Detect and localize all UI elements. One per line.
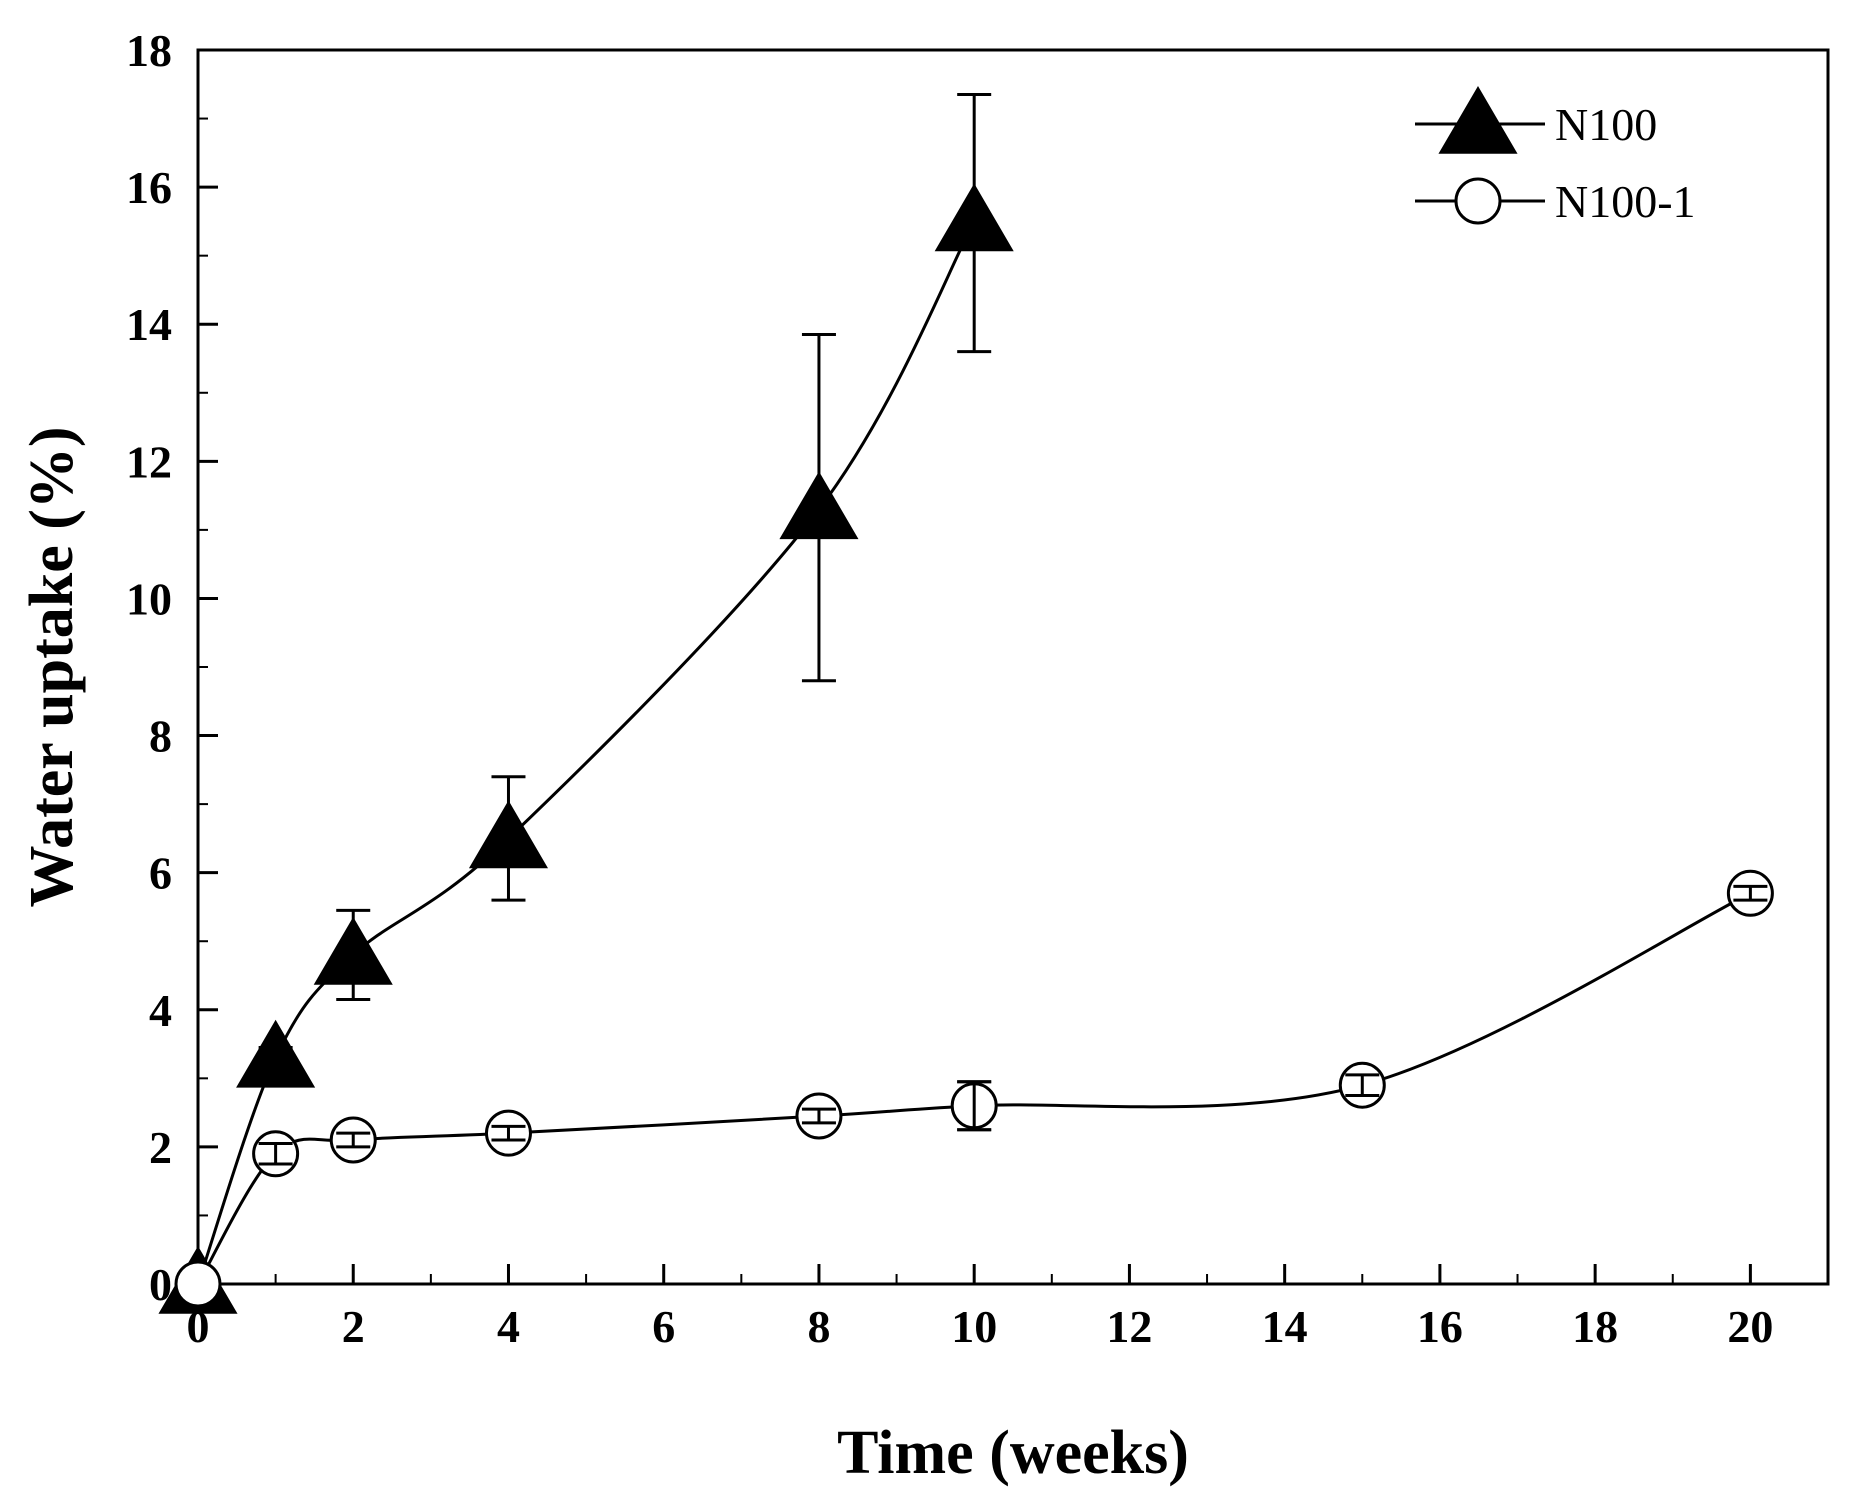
error-bars <box>258 884 1768 1166</box>
x-tick-label: 2 <box>342 1301 365 1352</box>
y-axis: 0 2 4 6 8 10 12 14 16 18 <box>126 25 218 1310</box>
legend-label: N100-1 <box>1555 176 1696 227</box>
x-tick-label: 12 <box>1106 1301 1152 1352</box>
series-line <box>196 220 976 1285</box>
x-tick-label: 16 <box>1417 1301 1463 1352</box>
legend-item: N100 <box>1415 86 1657 154</box>
data-point <box>779 471 859 540</box>
legend: N100 N100-1 <box>1415 86 1696 227</box>
y-axis-title: Water uptake (%) <box>18 426 86 907</box>
legend-label: N100 <box>1555 99 1657 150</box>
y-tick-label: 10 <box>126 573 172 624</box>
y-tick-label: 8 <box>149 711 172 762</box>
legend-marker <box>1454 177 1502 225</box>
y-tick-label: 18 <box>126 25 172 76</box>
data-point <box>174 1260 222 1308</box>
y-tick-label: 16 <box>126 162 172 213</box>
x-tick-label: 8 <box>807 1301 830 1352</box>
data-point <box>934 183 1014 252</box>
series-N100-1 <box>174 869 1774 1308</box>
x-tick-label: 4 <box>497 1301 520 1352</box>
data-point <box>236 1019 316 1088</box>
legend-item: N100-1 <box>1415 176 1696 227</box>
x-tick-label: 18 <box>1572 1301 1618 1352</box>
data-point <box>313 916 393 985</box>
legend-marker <box>1438 86 1518 154</box>
y-tick-label: 4 <box>149 985 172 1036</box>
y-tick-label: 0 <box>149 1259 172 1310</box>
data-point <box>468 800 549 869</box>
y-tick-label: 2 <box>149 1122 172 1173</box>
x-tick-label: 20 <box>1727 1301 1773 1352</box>
plot-frame <box>196 48 1830 1286</box>
series-layer <box>158 93 1774 1314</box>
y-tick-label: 12 <box>126 436 172 487</box>
x-axis: 0 2 4 6 8 10 12 14 16 18 20 <box>187 1264 1773 1352</box>
x-tick-label: 6 <box>652 1301 675 1352</box>
x-axis-title: Time (weeks) <box>837 1419 1189 1487</box>
y-tick-label: 14 <box>126 299 172 350</box>
x-tick-label: 14 <box>1262 1301 1308 1352</box>
x-tick-label: 10 <box>951 1301 997 1352</box>
y-tick-label: 6 <box>149 848 172 899</box>
error-bars <box>258 93 992 1087</box>
